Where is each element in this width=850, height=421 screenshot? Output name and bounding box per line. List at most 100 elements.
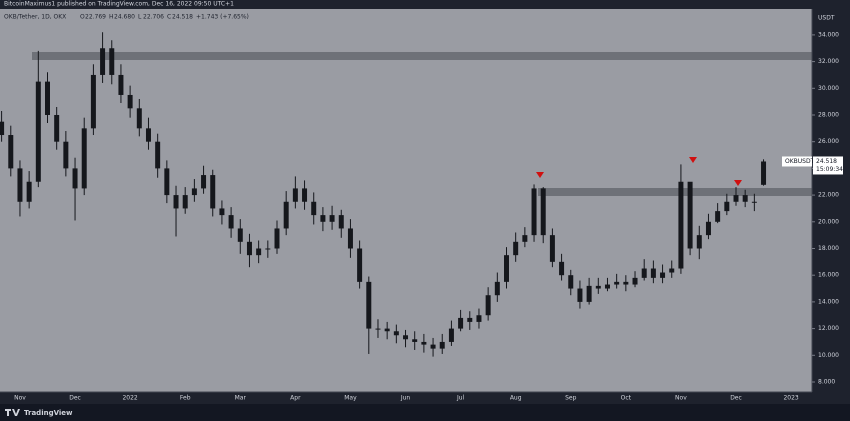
- candle-body: [26, 181, 32, 202]
- ohlc-value: 24.518: [172, 14, 193, 21]
- candle-body: [650, 268, 656, 278]
- candle-body: [724, 201, 730, 212]
- candle-body: [403, 335, 409, 340]
- x-tick-label: Dec: [69, 395, 81, 402]
- candle-body: [302, 188, 308, 202]
- candle-body: [733, 195, 739, 202]
- x-tick-label: Sep: [565, 395, 577, 402]
- candle-body: [476, 315, 482, 322]
- arrow-markers: [536, 157, 742, 186]
- y-tick-label: 18.000: [818, 245, 839, 252]
- candle-body: [182, 195, 188, 209]
- axis-unit: USDT: [818, 15, 835, 22]
- x-tick-label: Jun: [400, 395, 411, 402]
- candle-body: [0, 121, 5, 136]
- candle-body: [173, 195, 179, 209]
- x-tick-label: Apr: [290, 395, 301, 402]
- candle-body: [549, 235, 555, 262]
- candle-body: [687, 181, 693, 249]
- candle-body: [678, 181, 684, 269]
- y-tick-label: 30.000: [818, 85, 839, 92]
- candle-body: [393, 331, 399, 336]
- resistance-zone: [32, 52, 812, 60]
- candle-body: [256, 248, 262, 256]
- candle-body: [540, 188, 546, 236]
- x-tick-label: May: [344, 395, 357, 402]
- candle-body: [274, 228, 280, 249]
- candle-body: [586, 285, 592, 302]
- logo: [5, 409, 20, 416]
- ohlc-label: C: [167, 14, 171, 21]
- candle-body: [8, 135, 14, 169]
- candle-body: [237, 228, 243, 242]
- x-tick-label: Nov: [14, 395, 26, 402]
- ohlc-label: H: [109, 14, 114, 21]
- candle-body: [632, 277, 638, 285]
- y-tick-label: 14.000: [818, 298, 839, 305]
- arrow-marker: [734, 180, 742, 186]
- candle-body: [329, 215, 335, 222]
- candle-body: [751, 201, 757, 203]
- countdown: 15:09:34: [816, 166, 843, 173]
- x-tick-label: 2022: [122, 395, 137, 402]
- candle-body: [504, 255, 509, 282]
- ticker-label: OKBUSDT: [785, 158, 815, 165]
- candle-body: [485, 295, 491, 316]
- candle-body: [210, 175, 216, 209]
- candle-body: [292, 188, 298, 202]
- candle-body: [660, 272, 666, 278]
- candle-body: [72, 168, 78, 189]
- candle-body: [219, 208, 225, 216]
- candle-body: [54, 114, 60, 142]
- arrow-marker: [689, 157, 697, 163]
- candle-body: [522, 235, 528, 242]
- y-tick-label: 8.000: [818, 378, 835, 385]
- ohlc-value: 22.706: [143, 14, 164, 21]
- x-tick-label: Jul: [456, 395, 465, 402]
- candle-body: [100, 48, 106, 75]
- candle-body: [669, 268, 675, 273]
- symbol: OKB/Tether, 1D, OKX: [4, 14, 66, 21]
- candle-body: [136, 108, 142, 129]
- candle-body: [63, 141, 69, 169]
- candle-body: [228, 215, 234, 229]
- y-tick-label: 34.000: [818, 31, 839, 38]
- candle-body: [715, 211, 721, 222]
- candle-body: [357, 248, 363, 282]
- candles: [0, 32, 767, 357]
- y-tick-label: 26.000: [818, 138, 839, 145]
- candle-body: [577, 288, 583, 302]
- candle-body: [614, 281, 620, 285]
- candle-body: [320, 215, 326, 222]
- candle-body: [35, 81, 41, 182]
- candle-body: [458, 317, 464, 329]
- ohlc-value: 24.680: [114, 14, 135, 21]
- candle-body: [201, 175, 207, 189]
- candle-body: [283, 201, 289, 229]
- candle-body: [568, 275, 574, 289]
- candle-body: [155, 141, 161, 169]
- candle-body: [347, 228, 353, 249]
- last-price: 24.518: [816, 158, 837, 165]
- candle-body: [164, 168, 170, 196]
- x-tick-label: Dec: [730, 395, 742, 402]
- candle-body: [81, 128, 87, 189]
- publisher-line: BitcoinMaximus1 published on TradingView…: [4, 1, 234, 8]
- candle-body: [696, 235, 702, 249]
- candle-body: [439, 341, 445, 349]
- y-tick-label: 12.000: [818, 325, 839, 332]
- candle-body: [595, 285, 601, 289]
- candle-body: [45, 81, 50, 115]
- x-tick-label: Aug: [510, 395, 522, 402]
- footer-bar: [0, 404, 850, 421]
- ohlc-label: O: [80, 14, 85, 21]
- x-tick-label: Mar: [235, 395, 247, 402]
- candle-body: [384, 328, 390, 332]
- candle-body: [430, 344, 436, 349]
- candle-body: [412, 339, 418, 342]
- y-tick-label: 22.000: [818, 192, 839, 199]
- y-tick-label: 10.000: [818, 352, 839, 359]
- candle-body: [623, 281, 629, 285]
- candle-body: [604, 284, 610, 289]
